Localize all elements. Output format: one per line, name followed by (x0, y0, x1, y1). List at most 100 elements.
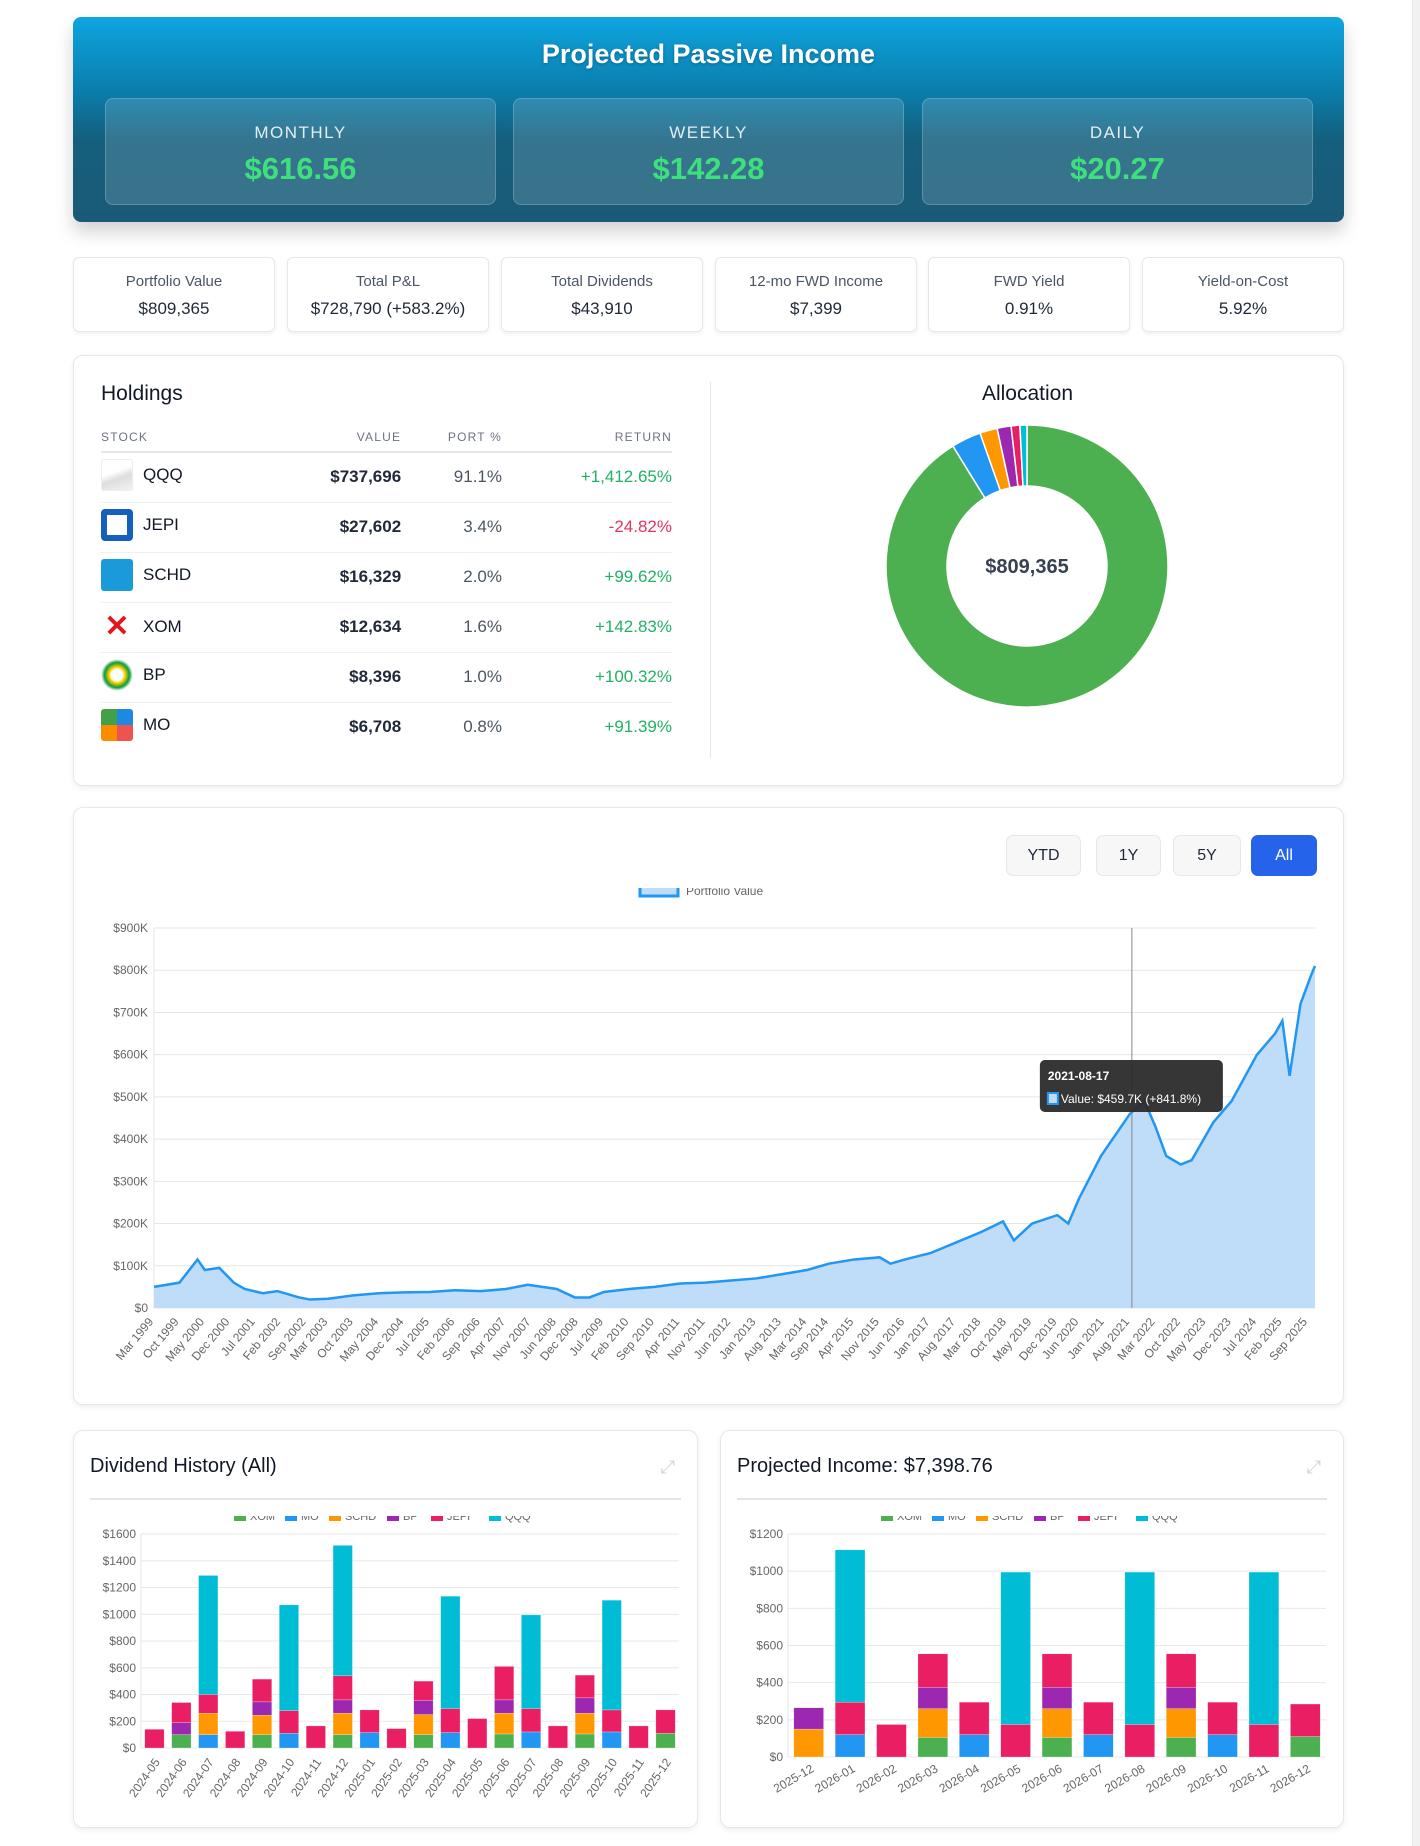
legend-item-jepi[interactable]: JEPI (431, 1516, 470, 1523)
bar-xom-2025-03[interactable] (413, 1734, 434, 1749)
holding-row[interactable]: JEPI $27,602 3.4% -24.82% (101, 502, 672, 553)
bar-jepi-2026-06[interactable] (1041, 1653, 1073, 1688)
bar-jepi-2025-10[interactable] (601, 1709, 622, 1733)
bar-schd-2026-06[interactable] (1041, 1708, 1073, 1738)
bar-xom-2026-03[interactable] (917, 1737, 948, 1758)
bar-jepi-2025-05[interactable] (467, 1718, 488, 1749)
bar-jepi-2026-09[interactable] (1166, 1653, 1197, 1688)
bar-bp-2025-09[interactable] (574, 1697, 595, 1714)
bar-jepi-2024-09[interactable] (252, 1678, 272, 1703)
bar-mo-2026-04[interactable] (959, 1734, 990, 1758)
bar-jepi-2025-09[interactable] (574, 1674, 595, 1699)
bar-qqq-2025-04[interactable] (440, 1595, 461, 1709)
bar-xom-2024-06[interactable] (171, 1734, 192, 1749)
col-return[interactable]: RETURN (501, 426, 672, 453)
bar-xom-2024-12[interactable] (332, 1734, 353, 1749)
bar-jepi-2026-05[interactable] (1000, 1724, 1031, 1758)
scrollbar[interactable] (1412, 0, 1420, 1846)
bar-jepi-2025-04[interactable] (440, 1708, 461, 1733)
holding-row[interactable]: ✕ XOM $12,634 1.6% +142.83% (101, 602, 672, 653)
bar-schd-2024-12[interactable] (332, 1712, 353, 1735)
holding-row[interactable]: QQQ $737,696 91.1% +1,412.65% (101, 452, 672, 503)
slice-mo[interactable] (1019, 424, 1028, 487)
bar-jepi-2026-12[interactable] (1290, 1703, 1321, 1737)
bar-jepi-2026-01[interactable] (834, 1701, 866, 1735)
bar-jepi-2026-03[interactable] (917, 1653, 948, 1688)
bar-jepi-2026-11[interactable] (1248, 1724, 1280, 1758)
legend-item-schd[interactable]: SCHD (976, 1516, 1023, 1523)
bar-jepi-2025-08[interactable] (548, 1725, 568, 1749)
bar-jepi-2024-05[interactable] (144, 1729, 165, 1749)
bar-jepi-2025-07[interactable] (521, 1708, 541, 1733)
bar-jepi-2026-04[interactable] (959, 1701, 990, 1735)
bar-jepi-2025-11[interactable] (628, 1725, 649, 1749)
bar-jepi-2025-12[interactable] (655, 1709, 676, 1734)
bar-bp-2026-09[interactable] (1166, 1687, 1197, 1709)
bar-mo-2025-01[interactable] (359, 1732, 380, 1749)
bar-schd-2025-03[interactable] (413, 1714, 434, 1735)
bar-jepi-2024-08[interactable] (225, 1731, 246, 1749)
legend-item-jepi[interactable]: JEPI (1078, 1516, 1117, 1523)
bar-jepi-2025-02[interactable] (386, 1728, 407, 1749)
bar-jepi-2026-08[interactable] (1124, 1724, 1155, 1758)
bar-jepi-2024-11[interactable] (305, 1725, 326, 1749)
legend-item-bp[interactable]: BP (387, 1516, 418, 1523)
legend-item-mo[interactable]: MO (285, 1516, 319, 1523)
bar-mo-2025-10[interactable] (601, 1731, 622, 1749)
bar-qqq-2026-11[interactable] (1248, 1571, 1280, 1725)
legend-item-mo[interactable]: MO (932, 1516, 966, 1523)
bar-jepi-2024-06[interactable] (171, 1702, 192, 1723)
bar-bp-2025-03[interactable] (413, 1700, 434, 1715)
bar-bp-2025-06[interactable] (494, 1699, 515, 1714)
bar-xom-2025-06[interactable] (494, 1733, 515, 1749)
bar-qqq-2024-07[interactable] (198, 1575, 219, 1695)
slice-qqq[interactable] (885, 424, 1169, 708)
expand-icon[interactable]: ⤢ (660, 1457, 675, 1477)
portfolio-value-chart[interactable]: Portfolio Value $0 $100K $200K $300K $400K $50… (74, 888, 1345, 1398)
bar-schd-2026-09[interactable] (1166, 1708, 1197, 1738)
bar-jepi-2025-06[interactable] (494, 1666, 515, 1701)
legend-item-qqq[interactable]: QQQ (1136, 1516, 1178, 1523)
holding-row[interactable]: BP $8,396 1.0% +100.32% (101, 652, 672, 703)
bar-xom-2026-06[interactable] (1041, 1737, 1073, 1758)
bar-bp-2026-03[interactable] (917, 1687, 948, 1709)
legend-item-qqq[interactable]: QQQ (489, 1516, 531, 1523)
holding-row[interactable]: MO $6,708 0.8% +91.39% (101, 702, 672, 752)
bar-jepi-2024-12[interactable] (332, 1675, 353, 1701)
bar-qqq-2025-07[interactable] (521, 1614, 541, 1709)
bar-schd-2025-12[interactable] (793, 1728, 824, 1758)
bar-xom-2026-09[interactable] (1166, 1737, 1197, 1758)
bar-jepi-2026-10[interactable] (1207, 1701, 1238, 1735)
bar-schd-2025-06[interactable] (494, 1712, 515, 1735)
col-stock[interactable]: STOCK (101, 426, 270, 453)
bar-schd-2026-03[interactable] (917, 1708, 948, 1738)
col-port[interactable]: PORT % (401, 426, 502, 453)
bar-xom-2026-12[interactable] (1290, 1736, 1321, 1758)
bar-qqq-2025-10[interactable] (601, 1599, 622, 1711)
bar-bp-2024-06[interactable] (171, 1722, 192, 1735)
bar-mo-2024-07[interactable] (198, 1734, 219, 1749)
legend-item-schd[interactable]: SCHD (329, 1516, 376, 1523)
bar-mo-2026-10[interactable] (1207, 1734, 1238, 1758)
bar-bp-2026-06[interactable] (1041, 1687, 1073, 1709)
bar-bp-2024-12[interactable] (332, 1699, 353, 1714)
bar-bp-2025-12[interactable] (793, 1707, 824, 1730)
holding-row[interactable]: SCHD $16,329 2.0% +99.62% (101, 552, 672, 603)
range-all-button[interactable]: All (1251, 835, 1317, 876)
bar-qqq-2024-12[interactable] (332, 1545, 353, 1677)
bar-qqq-2024-10[interactable] (279, 1604, 299, 1711)
portfolio-value-line[interactable] (153, 965, 1317, 1301)
bar-qqq-2026-05[interactable] (1000, 1571, 1031, 1725)
bar-schd-2024-07[interactable] (198, 1712, 219, 1735)
legend-label[interactable]: Portfolio Value (686, 888, 763, 898)
bar-xom-2025-09[interactable] (574, 1733, 595, 1749)
range-ytd-button[interactable]: YTD (1006, 835, 1081, 876)
bar-bp-2024-09[interactable] (252, 1701, 272, 1716)
bar-mo-2026-01[interactable] (834, 1734, 866, 1758)
bar-xom-2025-12[interactable] (655, 1733, 676, 1749)
bar-jepi-2026-07[interactable] (1083, 1701, 1114, 1735)
bar-schd-2024-09[interactable] (252, 1714, 272, 1735)
bar-jepi-2025-03[interactable] (413, 1680, 434, 1701)
range-5y-button[interactable]: 5Y (1173, 835, 1241, 876)
bar-jepi-2025-01[interactable] (359, 1709, 380, 1733)
